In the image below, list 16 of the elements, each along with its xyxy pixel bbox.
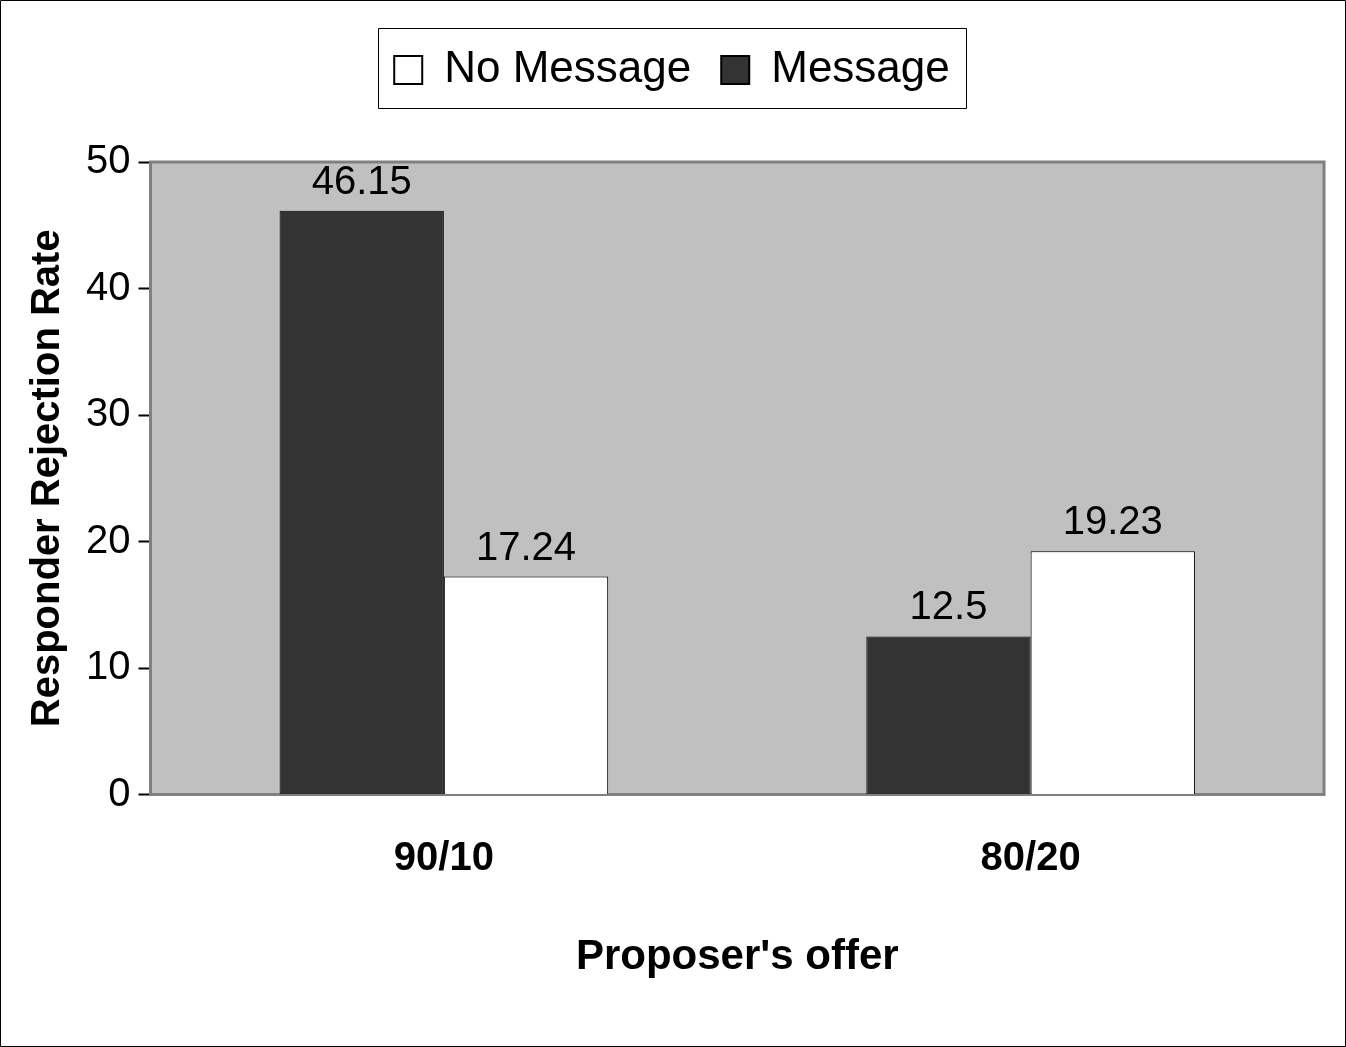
y-tick-label: 30: [85, 390, 131, 435]
x-axis-title: Proposer's offer: [575, 931, 899, 979]
data-label: 46.15: [311, 157, 412, 202]
y-tick-label: 40: [85, 263, 131, 308]
y-tick-label: 50: [85, 137, 131, 182]
y-tick-label: 0: [108, 769, 131, 814]
data-label: 12.5: [909, 583, 988, 628]
x-tick-label: 80/20: [980, 833, 1081, 878]
y-tick-label: 20: [85, 516, 131, 561]
y-axis-title: Responder Rejection Rate: [23, 229, 68, 728]
legend-label: No Message: [444, 42, 692, 92]
data-label: 19.23: [1062, 498, 1163, 543]
data-label: 17.24: [475, 523, 577, 568]
legend-label: Message: [771, 42, 950, 92]
x-tick-label: 90/10: [393, 833, 494, 878]
y-tick-label: 10: [85, 643, 131, 688]
